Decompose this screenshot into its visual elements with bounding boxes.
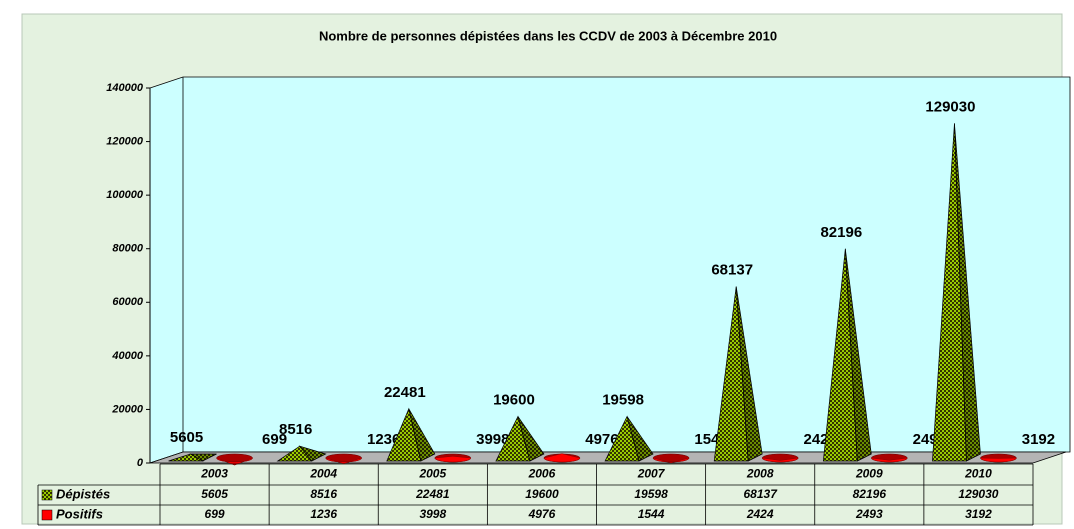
table-cell: 68137 xyxy=(744,487,779,501)
cone-body xyxy=(325,457,362,464)
data-label: 3192 xyxy=(1022,431,1055,448)
cone xyxy=(980,453,1017,463)
data-label: 699 xyxy=(262,431,287,448)
table-cell: 2424 xyxy=(746,507,774,521)
legend-label: Positifs xyxy=(56,506,103,521)
cone-body xyxy=(871,457,908,463)
cone xyxy=(543,453,581,463)
x-tick-label: 2004 xyxy=(309,467,337,481)
y-tick-label: 20000 xyxy=(111,403,143,415)
table-cell: 699 xyxy=(205,507,225,521)
table-cell: 1544 xyxy=(638,507,665,521)
pyramid xyxy=(932,123,981,462)
pyramid-side xyxy=(735,286,763,462)
pyramid-shade xyxy=(736,286,763,461)
cone xyxy=(871,453,908,463)
pyramid-shade xyxy=(517,416,544,461)
cone-body xyxy=(434,456,472,463)
data-label: 1236 xyxy=(367,431,400,448)
pyramid-shade xyxy=(954,123,981,462)
table-cell: 22481 xyxy=(415,487,450,501)
table-cell: 4976 xyxy=(528,507,556,521)
pyramid-shade xyxy=(408,408,435,461)
table-cell: 2493 xyxy=(855,507,883,521)
table-cell: 3998 xyxy=(419,507,446,521)
cone-body xyxy=(543,453,581,463)
x-tick-label: 2006 xyxy=(528,467,556,481)
y-tick-label: 60000 xyxy=(112,296,143,308)
pyramid xyxy=(713,286,763,462)
table-cell: 82196 xyxy=(853,487,887,501)
pyramid-shade xyxy=(845,248,872,461)
y-tick-label: 100000 xyxy=(106,189,144,201)
cone xyxy=(761,453,799,463)
pyramid-shade xyxy=(299,446,326,461)
cone xyxy=(325,453,362,464)
table-cell: 3192 xyxy=(965,507,992,521)
legend-label: Dépistés xyxy=(56,486,110,501)
cone-body xyxy=(980,457,1017,463)
pyramid-side xyxy=(298,445,327,462)
table-cell: 19600 xyxy=(525,487,559,501)
cone xyxy=(216,453,253,466)
x-tick-label: 2010 xyxy=(964,467,992,481)
data-label: 129030 xyxy=(925,98,975,115)
cone xyxy=(434,453,472,463)
data-label: 19600 xyxy=(493,391,535,408)
data-label: 19598 xyxy=(602,391,644,408)
y-tick-label: 0 xyxy=(137,457,144,469)
x-tick-label: 2005 xyxy=(418,467,446,481)
y-tick-label: 80000 xyxy=(112,243,143,255)
pyramid-side xyxy=(844,248,872,462)
table-cell: 1236 xyxy=(310,507,337,521)
data-label: 82196 xyxy=(820,224,862,241)
pyramid xyxy=(168,453,217,462)
pyramid-side xyxy=(517,416,545,462)
table-cell: 8516 xyxy=(310,487,337,501)
data-label: 22481 xyxy=(384,384,426,401)
data-label: 5605 xyxy=(170,429,203,446)
data-label: 8516 xyxy=(279,421,312,438)
pyramid-shade xyxy=(190,453,217,461)
y-tick-label: 120000 xyxy=(106,135,144,147)
chart-title: Nombre de personnes dépistées dans les C… xyxy=(319,28,777,43)
x-tick-label: 2008 xyxy=(746,467,774,481)
cone xyxy=(652,453,690,464)
pyramid-side xyxy=(189,453,217,462)
cone-body xyxy=(761,457,799,463)
pyramid-side xyxy=(408,408,436,462)
data-label: 4976 xyxy=(585,431,618,448)
pyramid xyxy=(604,415,654,462)
pyramid-side xyxy=(626,416,654,462)
data-label: 68137 xyxy=(711,261,753,278)
cone-body xyxy=(652,457,690,464)
x-tick-label: 2007 xyxy=(637,467,666,481)
x-tick-label: 2003 xyxy=(200,467,228,481)
pyramid xyxy=(386,407,436,462)
y-tick-label: 40000 xyxy=(111,350,143,362)
legend-swatch xyxy=(41,489,53,501)
table-cell: 5605 xyxy=(201,487,228,501)
pyramid xyxy=(495,415,545,462)
pyramid-shade xyxy=(627,416,654,461)
x-tick-label: 2009 xyxy=(855,467,883,481)
table-cell: 129030 xyxy=(958,487,998,501)
pyramid xyxy=(276,445,327,462)
legend-swatch xyxy=(41,509,53,521)
pyramid xyxy=(822,248,872,462)
data-label: 3998 xyxy=(476,431,509,448)
table-cell: 19598 xyxy=(634,487,668,501)
y-tick-label: 140000 xyxy=(106,82,144,94)
pyramid-side xyxy=(954,123,981,462)
